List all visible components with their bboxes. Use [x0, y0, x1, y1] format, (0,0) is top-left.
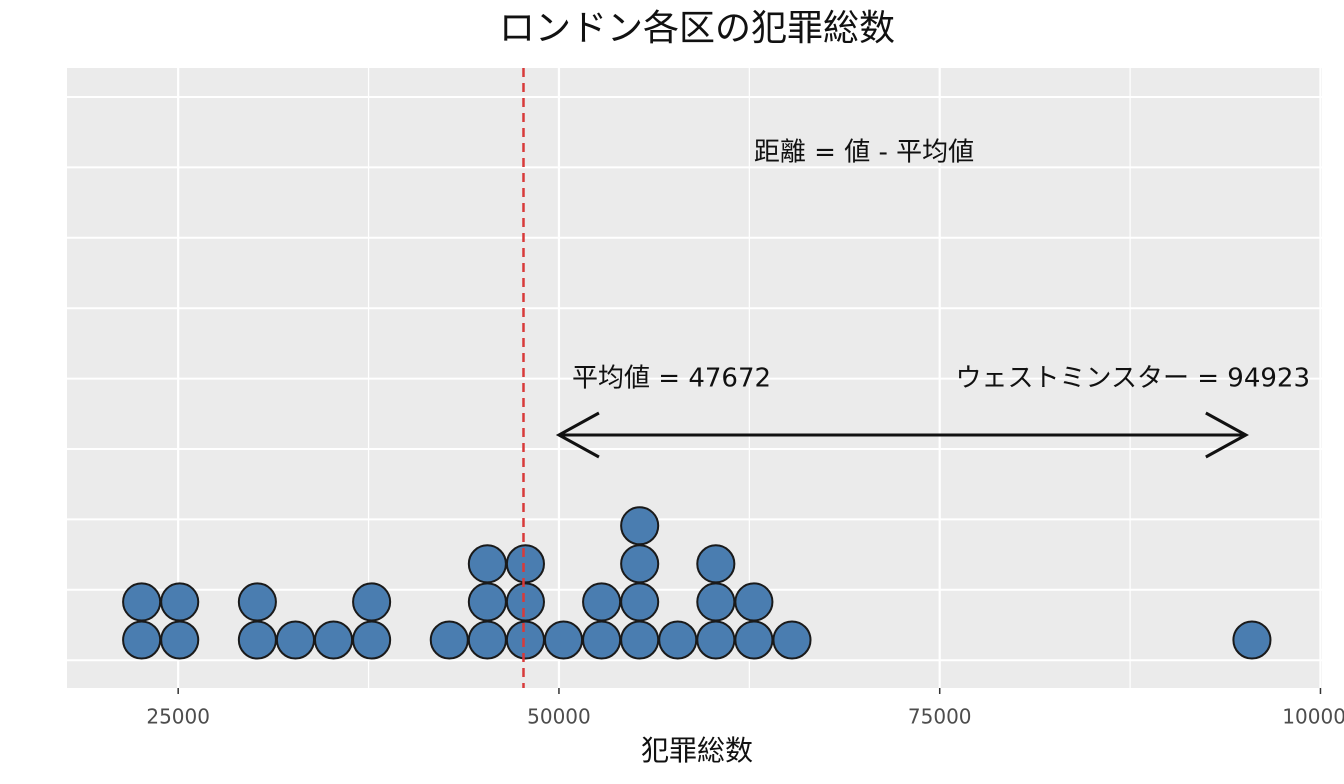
- dot: [734, 620, 774, 660]
- dot: [582, 620, 622, 660]
- dot: [505, 582, 545, 622]
- dot: [467, 620, 507, 660]
- dot: [237, 582, 277, 622]
- dot: [696, 544, 736, 584]
- dot: [1232, 620, 1272, 660]
- marks: [122, 506, 1272, 660]
- dot: [352, 582, 392, 622]
- x-tick-label: 75000: [908, 705, 972, 729]
- dot: [467, 544, 507, 584]
- dot: [160, 620, 200, 660]
- annotation: 距離 = 値 - 平均値: [754, 138, 974, 168]
- dot: [160, 582, 200, 622]
- x-tick-label: 25000: [146, 705, 210, 729]
- dot: [620, 620, 660, 660]
- x-tick-label: 100000: [1282, 705, 1344, 729]
- dot: [620, 506, 660, 546]
- dot: [582, 582, 622, 622]
- dot: [505, 544, 545, 584]
- annotation: ウェストミンスター = 94923: [955, 364, 1310, 394]
- dot: [122, 582, 162, 622]
- dot: [696, 620, 736, 660]
- dot: [467, 582, 507, 622]
- dot: [696, 582, 736, 622]
- dot: [237, 620, 277, 660]
- dot: [620, 582, 660, 622]
- chart-title: ロンドン各区の犯罪総数: [499, 8, 895, 49]
- dot: [122, 620, 162, 660]
- distance-arrow: [555, 411, 1249, 459]
- x-axis-title: 犯罪総数: [641, 734, 753, 767]
- dot: [313, 620, 354, 660]
- dot: [734, 582, 774, 622]
- dot: [275, 620, 315, 660]
- dot: [620, 544, 660, 584]
- dot: [543, 620, 584, 660]
- dot: [772, 620, 812, 660]
- x-tick-label: 50000: [527, 705, 591, 729]
- dot: [505, 620, 545, 660]
- dot: [658, 620, 698, 660]
- dot: [429, 620, 469, 660]
- annotation: 平均値 = 47672: [572, 364, 771, 394]
- dot: [352, 620, 392, 660]
